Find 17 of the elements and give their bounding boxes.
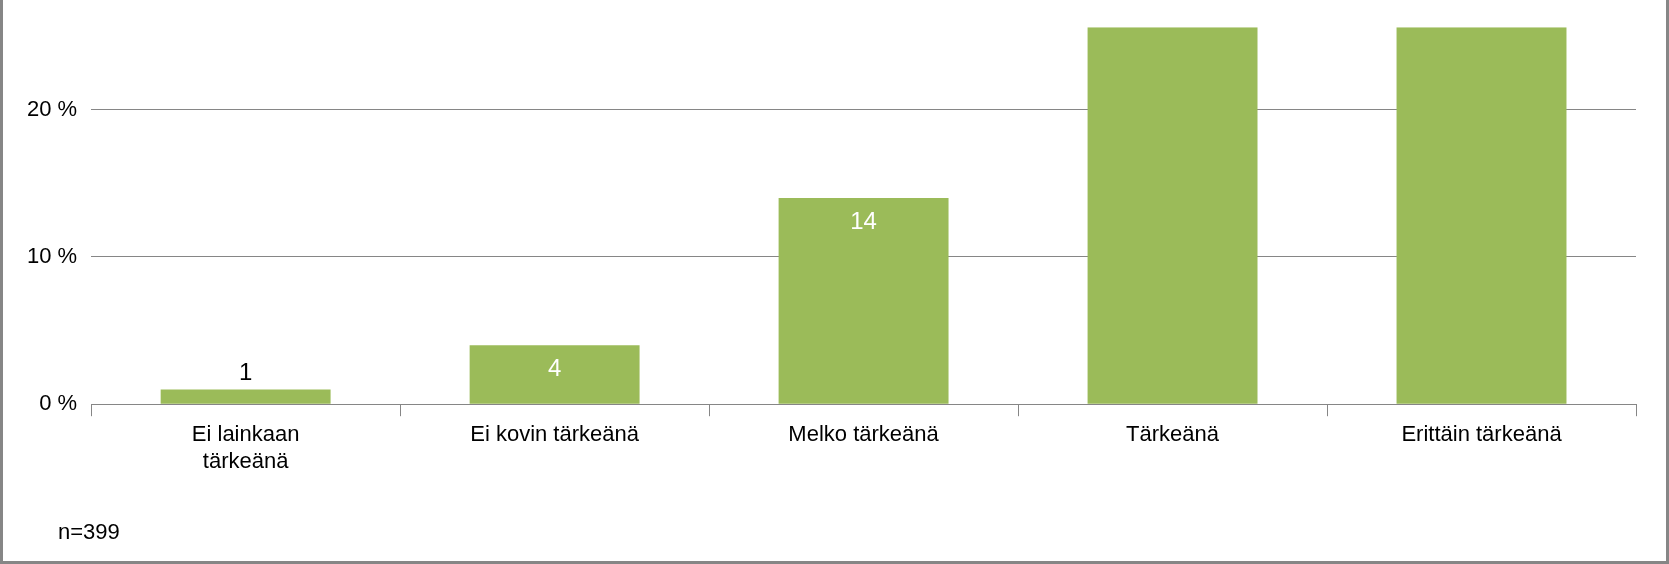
x-tick-label: Melko tärkeänä (788, 421, 940, 447)
bar (469, 345, 640, 404)
bar (1087, 27, 1258, 404)
y-tick-label: 0 % (39, 390, 78, 416)
bar (160, 389, 331, 404)
x-tick-label: Tärkeänä (1126, 421, 1220, 447)
x-tick-label: Erittäin tärkeänä (1401, 421, 1563, 447)
y-tick-label: 10 % (26, 243, 78, 268)
data-label: 1 (238, 358, 253, 386)
x-tick-label: Ei lainkaan tärkeänä (191, 421, 300, 473)
data-label: 14 (850, 206, 877, 234)
x-tick-label: Ei kovin tärkeänä (470, 421, 640, 447)
text: n=399 (58, 519, 120, 545)
y-tick-label: 20 % (26, 95, 78, 121)
data-label: 4 (547, 353, 562, 381)
bar (778, 198, 949, 404)
bar (1396, 27, 1567, 404)
